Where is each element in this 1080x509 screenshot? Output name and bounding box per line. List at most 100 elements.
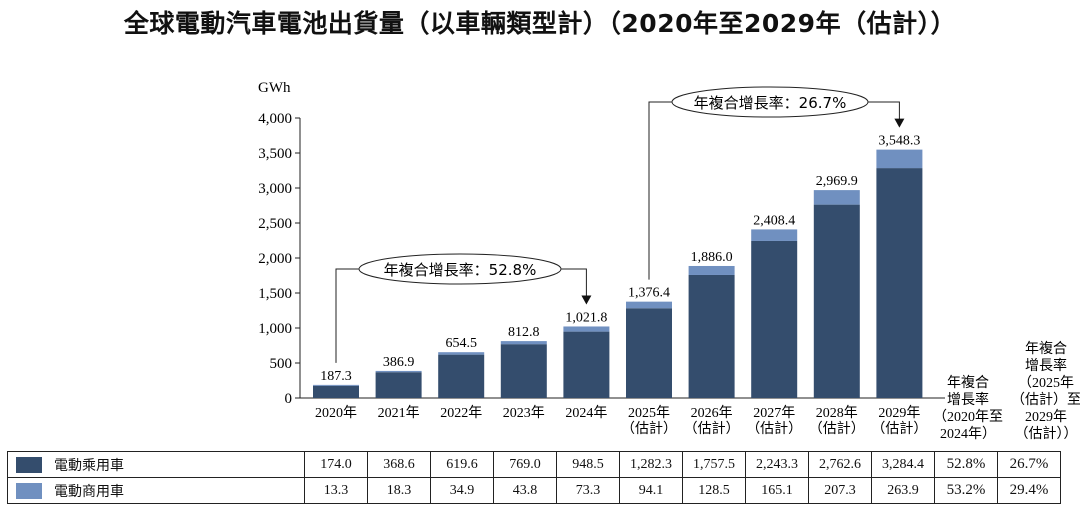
bar-passenger bbox=[313, 385, 359, 398]
table-cell: 2,243.3 bbox=[745, 451, 809, 478]
table-cagr-2020-2024: 53.2% bbox=[934, 477, 998, 504]
table-cell: 619.6 bbox=[430, 451, 494, 478]
table-cell: 94.1 bbox=[619, 477, 683, 504]
table-cell: 13.3 bbox=[304, 477, 368, 504]
bar-passenger bbox=[438, 354, 485, 398]
total-label: 1,376.4 bbox=[628, 286, 670, 301]
y-tick-label: 500 bbox=[270, 356, 293, 372]
total-label: 812.8 bbox=[508, 325, 540, 340]
table-cagr-2025-2029: 26.7% bbox=[997, 451, 1061, 478]
table-cell: 2,762.6 bbox=[808, 451, 872, 478]
x-tick-label: （估計） bbox=[809, 421, 865, 437]
cagr-header: 2024年） bbox=[940, 426, 996, 442]
x-tick-label: 2021年 bbox=[378, 405, 420, 421]
total-label: 2,408.4 bbox=[753, 213, 795, 228]
x-tick-label: 2024年 bbox=[565, 405, 607, 421]
bar-passenger bbox=[563, 331, 610, 398]
bar-commercial bbox=[313, 384, 359, 386]
legend-label-passenger: 電動乘用車 bbox=[54, 457, 124, 474]
bar-passenger bbox=[876, 168, 923, 398]
cagr-arrow-icon bbox=[894, 118, 905, 128]
cagr-bubble bbox=[358, 253, 562, 285]
table-cell: 1,757.5 bbox=[682, 451, 746, 478]
table-cell: 174.0 bbox=[304, 451, 368, 478]
total-label: 2,969.9 bbox=[816, 174, 858, 189]
x-tick-label: 2023年 bbox=[503, 405, 545, 421]
cagr-header: （估計）） bbox=[1015, 426, 1078, 442]
y-tick-label: 2,500 bbox=[258, 216, 292, 232]
total-label: 1,021.8 bbox=[565, 310, 607, 325]
cagr-header: （估計）至 bbox=[1011, 392, 1080, 408]
table-row-commercial: 電動商用車 13.3 18.3 34.9 43.8 73.3 94.1 128.… bbox=[7, 477, 1061, 504]
table-cell: 34.9 bbox=[430, 477, 494, 504]
table-cell: 769.0 bbox=[493, 451, 557, 478]
chart-title: 全球電動汽車電池出貨量（以車輛類型計）（2020年至2029年（估計）） bbox=[123, 9, 957, 38]
bar-commercial bbox=[813, 190, 860, 205]
cagr-header: 年複合 bbox=[947, 374, 989, 391]
table-row-passenger: 電動乘用車 174.0 368.6 619.6 769.0 948.5 1,28… bbox=[7, 451, 1061, 478]
table-cell: 165.1 bbox=[745, 477, 809, 504]
table-cell: 263.9 bbox=[871, 477, 935, 504]
total-label: 654.5 bbox=[445, 336, 477, 351]
table-cell: 948.5 bbox=[556, 451, 620, 478]
bar-passenger bbox=[688, 274, 735, 398]
table-cell: 128.5 bbox=[682, 477, 746, 504]
table-cagr-2025-2029: 29.4% bbox=[997, 477, 1061, 504]
x-tick-label: 2026年 bbox=[691, 405, 733, 421]
x-tick-label: 2028年 bbox=[816, 405, 858, 421]
cagr-connector bbox=[561, 268, 587, 297]
cagr-bubble bbox=[671, 86, 869, 118]
y-tick-label: 3,500 bbox=[258, 146, 292, 162]
x-tick-label: （估計） bbox=[684, 421, 740, 437]
cagr-header: （2025年 bbox=[1018, 375, 1074, 391]
y-tick-label: 2,000 bbox=[258, 251, 292, 267]
bar-commercial bbox=[626, 301, 672, 309]
data-table: 電動乘用車 174.0 368.6 619.6 769.0 948.5 1,28… bbox=[7, 451, 1061, 504]
cagr-header: 2029年 bbox=[1025, 409, 1067, 425]
cagr-header: 增長率 bbox=[947, 391, 989, 408]
x-tick-label: 2025年 bbox=[628, 405, 670, 421]
cagr-header: 增長率 bbox=[1025, 357, 1067, 374]
table-cell: 207.3 bbox=[808, 477, 872, 504]
legend-swatch-passenger bbox=[16, 456, 42, 473]
x-tick-label: 2029年 bbox=[878, 405, 920, 421]
bar-passenger bbox=[375, 372, 422, 398]
x-tick-label: （估計） bbox=[871, 421, 927, 437]
bar-chart: GWh 0 500 1,000 1,500 2,000 2,500 3,000 3,500 4,0… bbox=[258, 80, 1080, 442]
y-axis-label: GWh bbox=[258, 80, 291, 96]
table-cell: 18.3 bbox=[367, 477, 431, 504]
cagr-header: （2020年至 bbox=[933, 409, 1003, 425]
y-tick-label: 1,500 bbox=[258, 286, 292, 302]
bar-passenger bbox=[751, 240, 798, 398]
table-cell: 43.8 bbox=[493, 477, 557, 504]
bar-commercial bbox=[876, 149, 923, 169]
cagr-header: 年複合 bbox=[1025, 340, 1067, 357]
x-tick-label: 2022年 bbox=[440, 405, 482, 421]
bar-passenger bbox=[626, 308, 672, 398]
y-tick-label: 1,000 bbox=[258, 321, 292, 337]
total-label: 386.9 bbox=[383, 355, 415, 370]
x-tick-label: 2027年 bbox=[753, 405, 795, 421]
x-tick-label: （估計） bbox=[746, 421, 802, 437]
bar-commercial bbox=[375, 370, 422, 373]
table-cell: 73.3 bbox=[556, 477, 620, 504]
bar-commercial bbox=[500, 341, 547, 345]
cagr-arrow-icon bbox=[581, 295, 592, 305]
bar-passenger bbox=[500, 344, 547, 398]
x-tick-label: （估計） bbox=[621, 421, 677, 437]
y-tick-label: 3,000 bbox=[258, 181, 292, 197]
bar-commercial bbox=[563, 326, 610, 332]
total-label: 1,886.0 bbox=[691, 250, 733, 265]
x-tick-label: 2020年 bbox=[315, 405, 357, 421]
total-label: 3,548.3 bbox=[878, 134, 920, 149]
y-tick-label: 4,000 bbox=[258, 111, 292, 127]
table-cell: 368.6 bbox=[367, 451, 431, 478]
legend-swatch-commercial bbox=[16, 482, 42, 499]
bar-commercial bbox=[688, 265, 735, 275]
legend-commercial: 電動商用車 bbox=[7, 477, 305, 504]
cagr-connector bbox=[335, 268, 359, 363]
table-cell: 1,282.3 bbox=[619, 451, 683, 478]
cagr-annotation: 年複合增長率：52.8% bbox=[384, 261, 537, 279]
total-label: 187.3 bbox=[320, 369, 352, 384]
table-cagr-2020-2024: 52.8% bbox=[934, 451, 998, 478]
